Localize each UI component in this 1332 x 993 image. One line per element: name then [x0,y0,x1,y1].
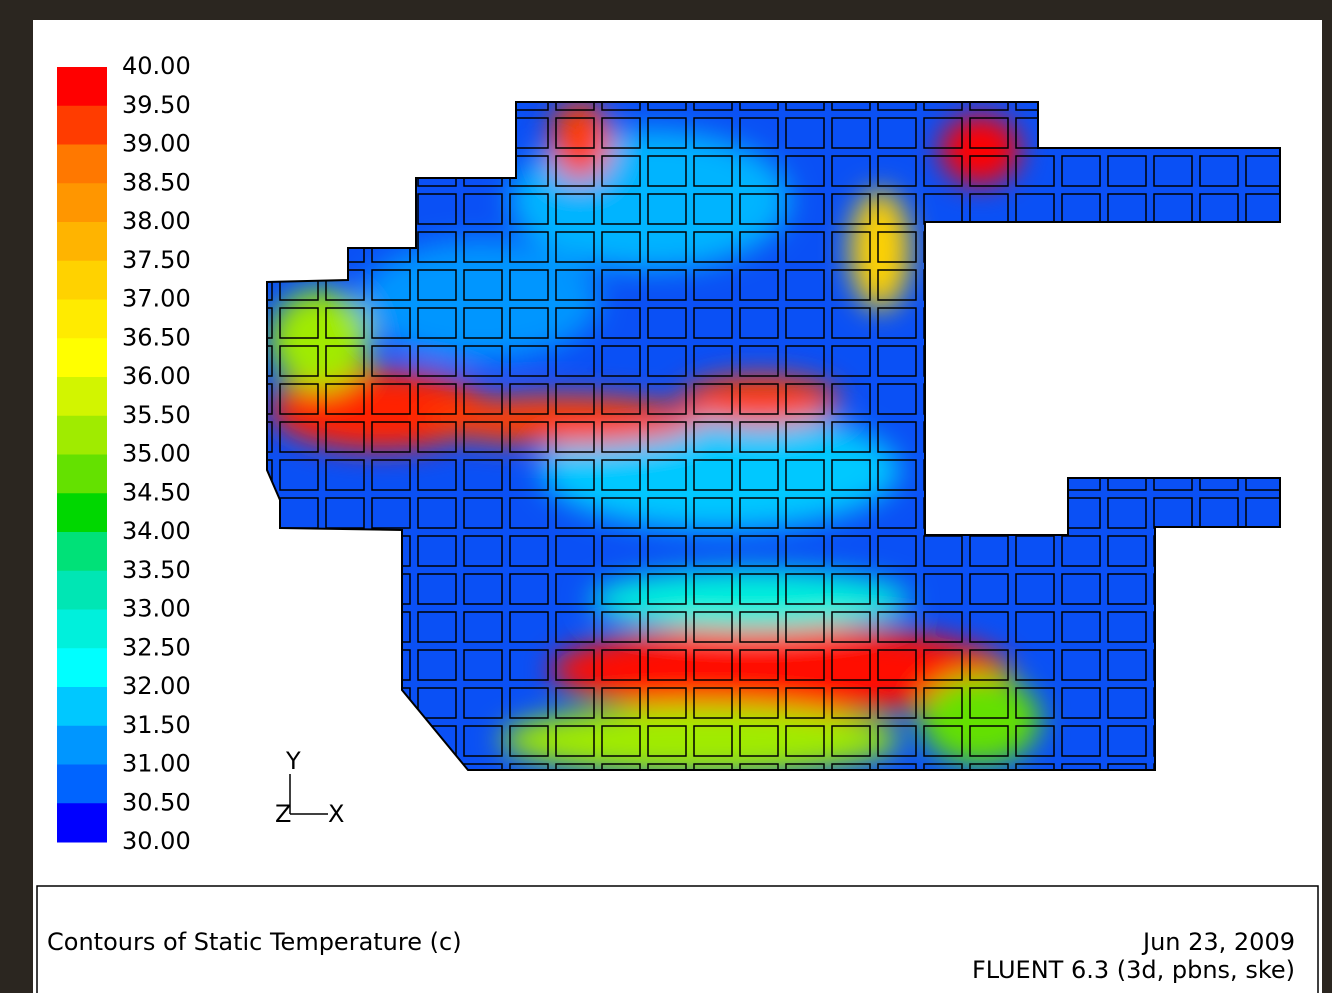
colorbar-label: 30.00 [122,827,191,855]
colorbar-cell [57,261,107,300]
colorbar-cell [57,493,107,532]
footer-version: FLUENT 6.3 (3d, pbns, ske) [972,956,1295,984]
colorbar-cell [57,765,107,804]
colorbar-label: 33.00 [122,595,191,623]
colorbar-label: 30.50 [122,788,191,816]
colorbar-label: 32.50 [122,633,191,661]
colorbar-cell [57,803,107,842]
axis-z-label: Z [275,800,291,828]
colorbar-cell [57,222,107,261]
colorbar-cell [57,455,107,494]
colorbar-cell [57,338,107,377]
colorbar: 40.00 39.50 39.00 38.50 38.00 37.50 37.00 36.50… [57,52,191,855]
colorbar-cell [57,532,107,571]
colorbar-cell [57,377,107,416]
colorbar-label: 39.50 [122,91,191,119]
colorbar-label: 40.00 [122,52,191,80]
colorbar-label: 31.50 [122,711,191,739]
colorbar-cell [57,416,107,455]
colorbar-cell [57,726,107,765]
axis-x-label: X [328,800,344,828]
colorbar-label: 32.00 [122,672,191,700]
colorbar-label: 38.00 [122,207,191,235]
fluent-window: 40.00 39.50 39.00 38.50 38.00 37.50 37.00 36.50… [0,0,1332,993]
screen: 40.00 39.50 39.00 38.50 38.00 37.50 37.00 36.50… [0,0,1332,993]
colorbar-cell [57,571,107,610]
colorbar-label: 34.50 [122,478,191,506]
colorbar-cell [57,610,107,649]
colorbar-label: 37.50 [122,246,191,274]
colorbar-label: 34.00 [122,517,191,545]
colorbar-label: 37.00 [122,285,191,313]
colorbar-cell [57,67,107,106]
colorbar-cell [57,648,107,687]
colorbar-label: 35.50 [122,401,191,429]
colorbar-label: 36.50 [122,323,191,351]
axis-y-label: Y [285,747,301,775]
colorbar-cell [57,687,107,726]
footer-title: Contours of Static Temperature (c) [47,928,462,956]
colorbar-label: 36.00 [122,362,191,390]
colorbar-label: 33.50 [122,556,191,584]
colorbar-cell [57,106,107,145]
footer-date: Jun 23, 2009 [1141,928,1295,956]
colorbar-label: 31.00 [122,750,191,778]
colorbar-cell [57,145,107,184]
colorbar-cell [57,300,107,339]
colorbar-cell [57,183,107,222]
colorbar-label: 38.50 [122,168,191,196]
colorbar-label: 35.00 [122,440,191,468]
colorbar-label: 39.00 [122,130,191,158]
